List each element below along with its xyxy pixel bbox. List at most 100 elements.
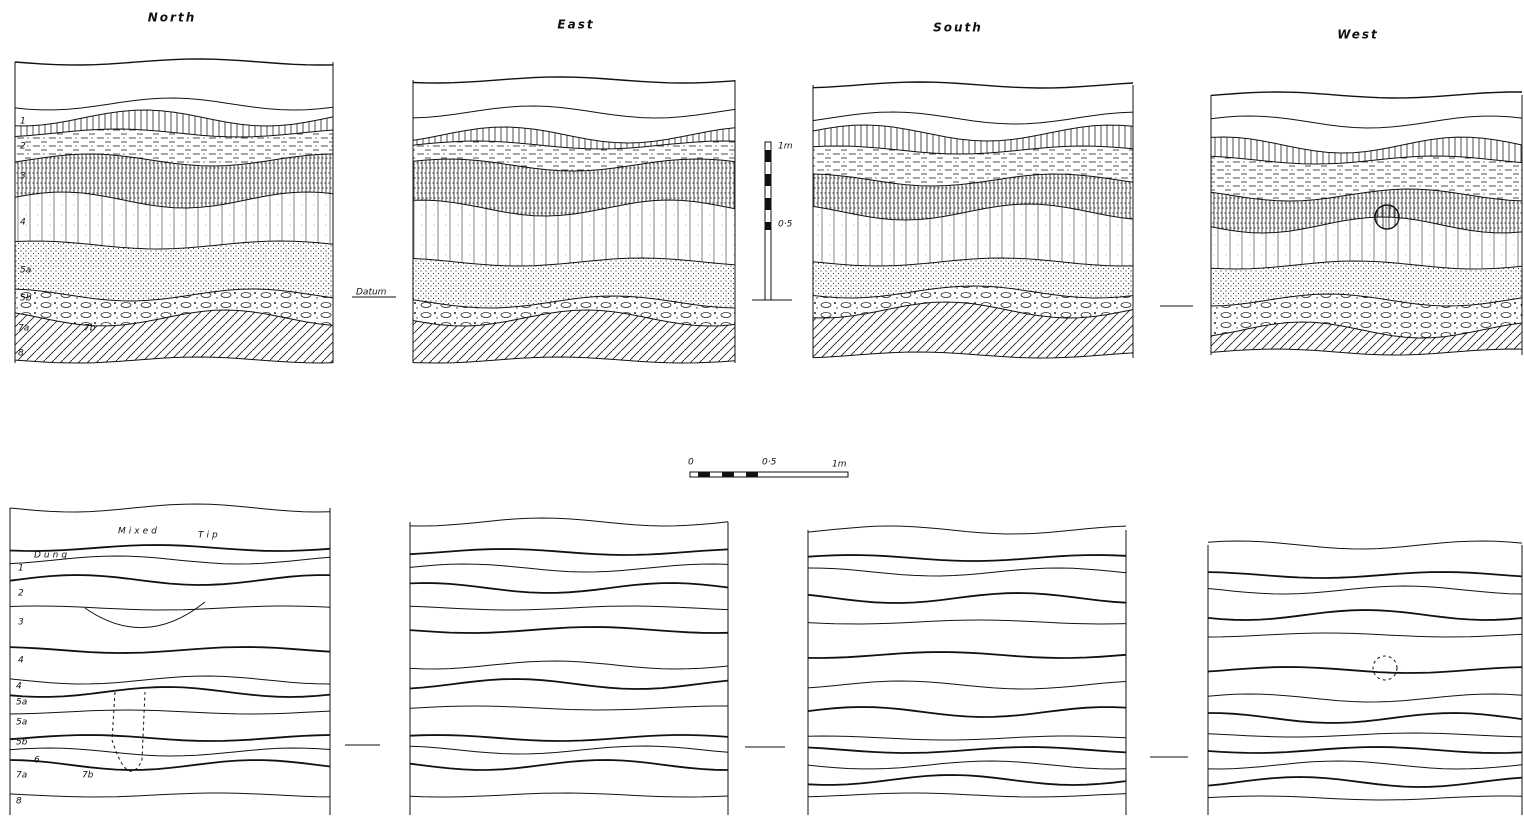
layer-label: 5b [20, 294, 32, 304]
stratum-boundary [10, 647, 330, 653]
layer-label: 6 [34, 756, 40, 766]
stratum-boundary [808, 736, 1126, 740]
scale-label: 0 [688, 458, 694, 468]
stratum-boundary [413, 106, 735, 118]
stratum-boundary [808, 620, 1126, 624]
datum-label: Datum [356, 288, 387, 298]
stratum-boundary [1208, 713, 1522, 723]
stratum-boundary [808, 793, 1126, 797]
stratum-boundary [808, 707, 1126, 717]
stratum-boundary [410, 735, 728, 741]
layer-label: 4 [16, 682, 22, 692]
stratum-boundary [1211, 116, 1522, 128]
layer-label: 2 [20, 142, 26, 152]
layer-label: 7b [82, 771, 94, 781]
stratum-boundary [808, 761, 1126, 769]
scale-label: 1m [832, 460, 847, 470]
stratum-boundary [10, 793, 330, 797]
layer-label: 8 [16, 797, 22, 807]
layer-label: 5a [20, 266, 31, 276]
lower-labels: Mixed Tip Dung 1 2 3 4 4 5a 5a 5b 6 7a 7… [16, 527, 221, 807]
stratum-boundary [1208, 761, 1522, 769]
stratum-boundary [410, 606, 728, 610]
stratum-boundary [410, 661, 728, 669]
stratum-boundary [10, 606, 330, 610]
feature [1375, 205, 1399, 229]
stratum-boundary [808, 568, 1126, 576]
layer-label: 8 [18, 349, 24, 359]
stratum-boundary [410, 706, 728, 710]
horizontal-scale: 0 0·5 1m [688, 458, 848, 478]
stratum-boundary [410, 564, 728, 572]
scale-segment [765, 174, 771, 186]
stratum-boundary [1208, 541, 1522, 549]
cut-outline [85, 602, 205, 628]
stratum-boundary [1208, 694, 1522, 702]
stratum-boundary [1208, 777, 1522, 787]
stratum-boundary [413, 77, 735, 83]
stratum-boundary [1208, 667, 1522, 673]
panel-title: South [933, 21, 983, 35]
stratum-boundary [1208, 572, 1522, 578]
stratum-boundary [1208, 733, 1522, 737]
scale-label: 0·5 [762, 458, 777, 468]
layer-label: 7a [16, 771, 27, 781]
stratum-boundary [1208, 747, 1522, 753]
stratum-boundary [808, 681, 1126, 689]
section-drawings: North East South West 1 2 3 4 5a 5b 7a 7… [0, 0, 1524, 822]
stratum-boundary [1208, 586, 1522, 594]
stratum-boundary [410, 746, 728, 754]
stratum-boundary [10, 687, 330, 697]
layer-label: 5a [16, 718, 27, 728]
layer-label: 5a [16, 698, 27, 708]
stratum-boundary [1208, 633, 1522, 637]
annotation: Dung [34, 551, 70, 561]
scale-bar [690, 472, 848, 477]
stratum-boundary [10, 735, 330, 741]
scale-segment [746, 472, 758, 477]
stratum-boundary [1208, 796, 1522, 800]
stratum-boundary [10, 575, 330, 585]
feature-outline [1373, 656, 1397, 680]
stratum-boundary [808, 526, 1126, 534]
layer-label: 2 [18, 589, 24, 599]
scale-segment [698, 472, 710, 477]
stratum-boundary [10, 760, 330, 770]
scale-bar [765, 142, 771, 300]
stratum-boundary [410, 583, 728, 593]
stratum-boundary [410, 793, 728, 797]
stratum-boundary [808, 747, 1126, 753]
stratum-boundary [410, 627, 728, 633]
stratum-boundary [808, 652, 1126, 658]
layer-label: 7a [18, 324, 29, 334]
stratum-boundary [808, 555, 1126, 561]
stratum-boundary [813, 112, 1133, 124]
stratum [813, 82, 1133, 124]
layer-label: 4 [20, 218, 26, 228]
panel-title: North [148, 11, 196, 25]
annotation: Mixed [118, 527, 160, 537]
stratum-boundary [410, 679, 728, 689]
layer-label: 1 [20, 117, 26, 127]
stratum-boundary [15, 98, 333, 110]
scale-segment [765, 222, 771, 230]
scale-segment [765, 150, 771, 162]
scale-label: 0·5 [778, 220, 793, 230]
stratum-boundary [10, 504, 330, 512]
layer-label: 7b [84, 324, 96, 334]
pit-outline [112, 692, 145, 771]
annotation: Tip [198, 531, 221, 541]
stratum-boundary [813, 82, 1133, 88]
layer-label: 3 [18, 618, 24, 628]
vertical-scale: 1m 0·5 [752, 142, 793, 301]
stratum-boundary [15, 59, 333, 65]
stratum-boundary [410, 549, 728, 555]
layer-label: 4 [18, 656, 24, 666]
stratum-boundary [410, 518, 728, 526]
scale-label: 1m [778, 142, 793, 152]
stratum-boundary [10, 710, 330, 714]
stratum-boundary [10, 676, 330, 684]
stratum-boundary [808, 775, 1126, 785]
layer-label: 5b [16, 738, 28, 748]
scale-segment [722, 472, 734, 477]
